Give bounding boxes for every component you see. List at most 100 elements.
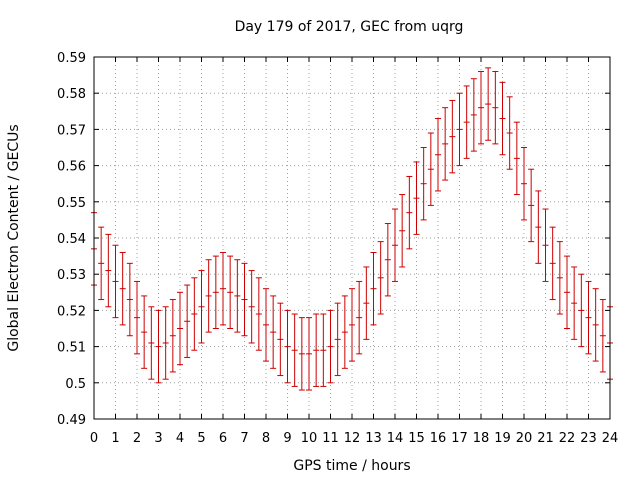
x-tick-label: 20 (516, 431, 533, 446)
data-point-errorbar (592, 288, 599, 362)
data-point-errorbar (198, 270, 205, 344)
x-tick-label: 21 (537, 431, 554, 446)
x-tick-label: 13 (365, 431, 382, 446)
data-point-errorbar (327, 309, 334, 384)
data-point-errorbar (377, 241, 384, 315)
data-point-errorbar (184, 284, 191, 358)
data-point-errorbar (248, 270, 255, 344)
y-tick-label: 0.51 (57, 341, 86, 356)
y-tick-label: 0.59 (57, 51, 86, 66)
data-point-errorbar (463, 85, 470, 159)
x-tick-label: 16 (430, 431, 447, 446)
data-point-errorbar (513, 121, 520, 196)
data-point-errorbar (585, 280, 592, 355)
x-tick-label: 19 (494, 431, 511, 446)
data-point-errorbar (134, 280, 140, 355)
y-tick-label: 0.56 (57, 160, 86, 175)
data-point-errorbar (599, 299, 606, 373)
y-tick-label: 0.53 (57, 268, 86, 283)
data-point-errorbar (112, 244, 119, 319)
data-point-errorbar (413, 161, 420, 235)
x-tick-label: 6 (219, 431, 227, 446)
data-point-errorbar (126, 262, 133, 337)
chart-title: Day 179 of 2017, GEC from uqrg (235, 19, 464, 35)
x-tick-labels: 0 1 2 3 4 5 6 7 8 9 10 11 12 13 14 15 16 17 18 19 20 21 22 23 24 (90, 431, 618, 446)
data-point-errorbar (313, 313, 320, 387)
data-point-errorbar (169, 299, 176, 373)
data-point-errorbar (370, 251, 377, 326)
data-point-errorbar (521, 147, 527, 221)
data-point-errorbar (270, 295, 277, 369)
data-point-errorbar (241, 262, 248, 337)
x-tick-label: 11 (322, 431, 339, 446)
data-point-errorbar (306, 317, 312, 391)
y-tick-label: 0.58 (57, 87, 86, 102)
data-point-errorbar (291, 313, 298, 387)
data-point-errorbar (549, 226, 556, 301)
x-tick-label: 15 (408, 431, 425, 446)
data-point-errorbar (356, 280, 363, 355)
data-point-errorbar (234, 259, 241, 333)
x-tick-label: 23 (580, 431, 597, 446)
data-point-errorbar (119, 251, 126, 326)
x-tick-label: 3 (154, 431, 162, 446)
data-point-errorbar (528, 168, 535, 243)
x-tick-label: 7 (240, 431, 248, 446)
data-point-errorbar (420, 147, 427, 221)
x-tick-label: 14 (387, 431, 404, 446)
data-point-errorbar (449, 99, 456, 174)
data-point-errorbar (191, 277, 198, 351)
data-point-errorbar (556, 241, 563, 315)
y-tick-label: 0.55 (57, 196, 86, 211)
x-tick-label: 24 (602, 431, 619, 446)
data-point-errorbar (571, 266, 578, 340)
data-point-errorbar (363, 266, 370, 340)
data-series (91, 67, 613, 391)
data-point-errorbar (255, 277, 262, 351)
data-point-errorbar (392, 208, 398, 282)
data-point-errorbar (162, 306, 169, 380)
data-point-errorbar (320, 313, 327, 387)
grid-lines (94, 57, 610, 419)
x-tick-label: 4 (176, 431, 184, 446)
x-tick-label: 22 (559, 431, 576, 446)
y-tick-label: 0.52 (57, 304, 86, 319)
data-point-errorbar (470, 78, 477, 152)
data-point-errorbar (105, 233, 112, 308)
data-point-errorbar (578, 273, 585, 348)
data-point-errorbar (263, 288, 269, 362)
data-point-errorbar (205, 259, 212, 333)
data-point-errorbar (277, 302, 284, 377)
y-tick-label: 0.49 (57, 413, 86, 428)
data-point-errorbar (227, 255, 234, 329)
x-tick-label: 17 (451, 431, 468, 446)
data-point-errorbar (177, 291, 183, 366)
x-tick-label: 18 (473, 431, 490, 446)
x-tick-label: 9 (283, 431, 291, 446)
data-point-errorbar (564, 255, 570, 329)
data-point-errorbar (442, 107, 449, 181)
data-point-errorbar (148, 306, 155, 380)
data-point-errorbar (485, 67, 492, 141)
data-point-errorbar (141, 295, 148, 369)
y-tick-label: 0.54 (57, 232, 86, 247)
axis-ticks (93, 56, 611, 420)
data-point-errorbar (492, 70, 499, 145)
x-tick-label: 1 (111, 431, 119, 446)
data-point-errorbar (406, 175, 413, 250)
data-point-errorbar (435, 118, 441, 192)
data-point-errorbar (542, 208, 549, 282)
data-point-errorbar (220, 251, 226, 326)
data-point-errorbar (478, 70, 484, 145)
x-tick-label: 8 (262, 431, 270, 446)
y-axis-title: Global Electron Content / GECUs (6, 124, 22, 351)
data-point-errorbar (456, 92, 463, 167)
data-point-errorbar (98, 226, 105, 301)
x-tick-label: 0 (90, 431, 98, 446)
data-point-errorbar (384, 223, 391, 297)
x-tick-label: 10 (301, 431, 318, 446)
data-point-errorbar (155, 309, 162, 384)
x-tick-label: 5 (197, 431, 205, 446)
data-point-errorbar (535, 190, 542, 264)
